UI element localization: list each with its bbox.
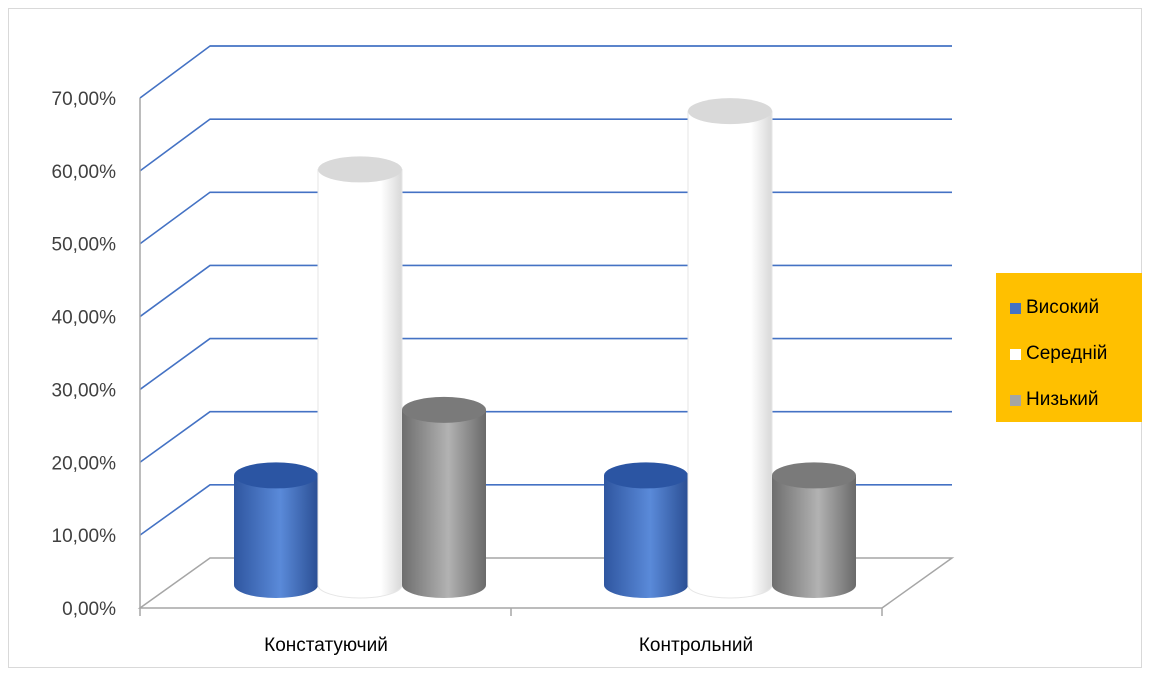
legend-item-high: Високий (996, 285, 1142, 331)
legend-item-medium: Середній (996, 331, 1142, 377)
y-tick-label: 40,00% (52, 308, 117, 329)
y-tick-label: 30,00% (52, 380, 117, 401)
legend-swatch-medium (1010, 348, 1021, 360)
legend-label-low: Низький (1026, 389, 1099, 410)
bar (402, 396, 486, 598)
y-tick-label: 70,00% (52, 89, 117, 110)
y-tick-label: 10,00% (52, 526, 117, 547)
legend-swatch-low (1010, 394, 1021, 406)
gridline (139, 264, 952, 318)
gridline (139, 337, 952, 391)
category-label: Контрольний (639, 635, 753, 656)
gridline (139, 191, 952, 245)
legend-label-high: Високий (1026, 297, 1100, 318)
bar (317, 156, 403, 599)
y-tick-label: 50,00% (52, 235, 117, 256)
y-tick-label: 20,00% (52, 453, 117, 474)
gridline (139, 45, 952, 99)
bar (604, 462, 688, 598)
bar (772, 462, 856, 598)
bar (234, 462, 318, 598)
legend-item-low: Низький (996, 377, 1142, 423)
bar (687, 98, 773, 599)
y-tick-label: 60,00% (52, 162, 117, 183)
category-label: Констатуючий (264, 635, 388, 656)
gridline (139, 410, 952, 463)
legend-label-medium: Середній (1026, 343, 1108, 364)
gridline (139, 118, 952, 172)
legend-swatch-high (1010, 302, 1021, 314)
chart-floor (137, 557, 955, 609)
legend: Високий Середній Низький (996, 273, 1142, 422)
y-tick-label: 0,00% (62, 599, 116, 620)
